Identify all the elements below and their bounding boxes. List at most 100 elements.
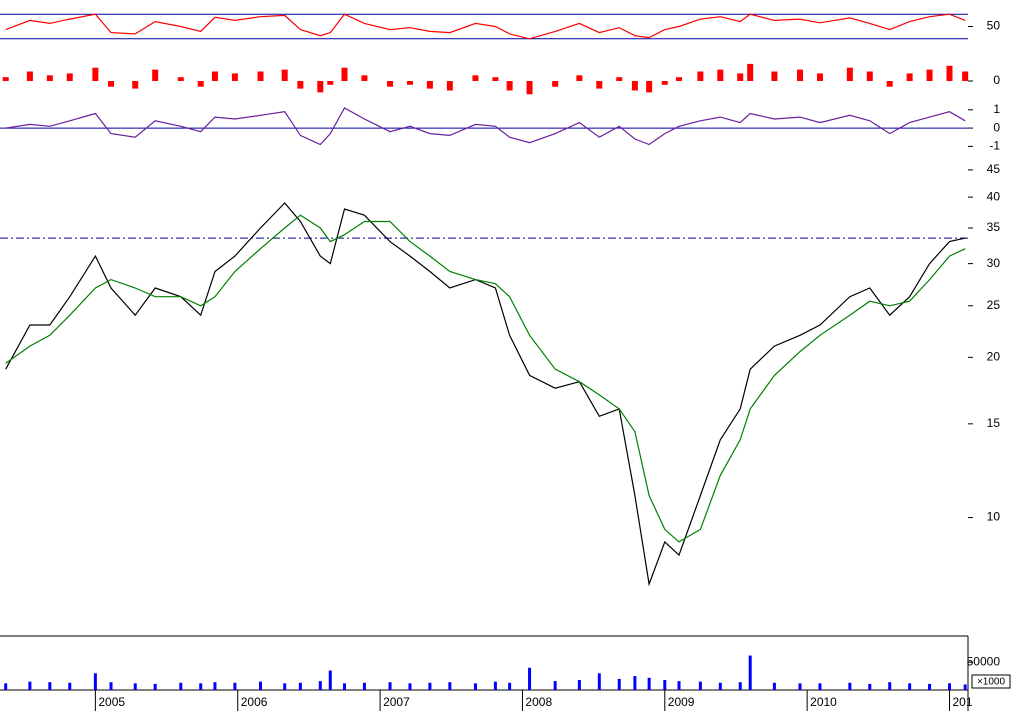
indicator-line xyxy=(5,107,966,146)
bar xyxy=(526,81,533,95)
bar xyxy=(259,681,263,690)
x-tick-label: 2008 xyxy=(525,695,552,709)
unit-box xyxy=(971,674,1011,689)
bar xyxy=(317,81,324,93)
bar xyxy=(771,71,778,81)
bar xyxy=(473,683,477,690)
bar xyxy=(553,681,557,690)
bar xyxy=(153,683,157,690)
x-tick-label: 2009 xyxy=(668,695,695,709)
bar xyxy=(552,81,559,87)
bar xyxy=(577,680,581,690)
bar xyxy=(231,73,238,81)
y-tick-label: 30 xyxy=(987,256,1001,270)
bar xyxy=(908,683,912,690)
bar xyxy=(472,75,479,81)
bar xyxy=(362,682,366,690)
bar xyxy=(798,683,802,690)
indicator-line xyxy=(5,13,966,40)
bar xyxy=(797,69,804,81)
bar xyxy=(108,81,115,87)
bar xyxy=(631,81,638,91)
x-tick-label: 201 xyxy=(952,695,972,709)
price-line xyxy=(5,214,966,543)
bar xyxy=(68,682,72,690)
bar xyxy=(617,678,621,690)
bar xyxy=(2,77,9,81)
bar xyxy=(597,673,601,690)
bar xyxy=(748,655,752,690)
bar xyxy=(963,684,967,690)
bar xyxy=(737,73,744,81)
x-tick-label: 2007 xyxy=(383,695,410,709)
bar xyxy=(426,81,433,89)
bar xyxy=(492,77,499,81)
bar xyxy=(868,683,872,690)
bar xyxy=(676,77,683,81)
bar xyxy=(388,682,392,690)
bar xyxy=(616,77,623,81)
bar xyxy=(179,682,183,690)
y-tick-label: -1 xyxy=(989,139,1000,153)
bar xyxy=(133,683,137,690)
y-tick-label: 45 xyxy=(987,162,1001,176)
y-tick-label: 40 xyxy=(987,189,1001,203)
bar xyxy=(848,682,852,690)
bar xyxy=(328,670,332,690)
bar xyxy=(46,75,53,81)
y-tick-label: 15 xyxy=(987,416,1001,430)
x-tick-label: 2005 xyxy=(98,695,125,709)
bar xyxy=(888,682,892,690)
bar xyxy=(281,69,288,81)
bar xyxy=(926,69,933,81)
bar xyxy=(446,81,453,91)
bar xyxy=(646,81,653,93)
bar xyxy=(661,81,668,85)
bar xyxy=(738,682,742,690)
y-tick-label: 35 xyxy=(987,220,1001,234)
bar xyxy=(26,71,33,81)
bar xyxy=(4,683,8,690)
bar xyxy=(906,73,913,81)
bar xyxy=(318,681,322,690)
bar xyxy=(361,75,368,81)
bar xyxy=(387,81,394,87)
y-tick-label: 0 xyxy=(993,73,1000,87)
bar xyxy=(28,681,32,690)
bar xyxy=(297,81,304,89)
bar xyxy=(66,73,73,81)
x-tick-label: 2010 xyxy=(810,695,837,709)
bar xyxy=(718,682,722,690)
bar xyxy=(93,673,97,690)
bar xyxy=(647,677,651,690)
bar xyxy=(211,71,218,81)
bar xyxy=(342,683,346,690)
y-tick-label: 0 xyxy=(993,120,1000,134)
bar xyxy=(408,683,412,690)
bar xyxy=(152,69,159,81)
bar xyxy=(886,81,893,87)
bar xyxy=(717,69,724,81)
bar xyxy=(428,682,432,690)
bar xyxy=(448,682,452,690)
bar xyxy=(48,682,52,690)
y-tick-label: 25 xyxy=(987,298,1001,312)
bar xyxy=(846,67,853,81)
bar xyxy=(946,65,953,81)
bar xyxy=(493,681,497,690)
bar xyxy=(406,81,413,85)
bar xyxy=(698,681,702,690)
bar xyxy=(213,682,217,690)
bar xyxy=(772,682,776,690)
bar xyxy=(866,71,873,81)
bar xyxy=(633,676,637,690)
bar xyxy=(283,683,287,690)
price-line xyxy=(5,202,966,587)
y-tick-label: 50000 xyxy=(967,654,1001,668)
y-tick-label: 10 xyxy=(987,510,1001,524)
y-tick-label: 50 xyxy=(987,19,1001,33)
bar xyxy=(233,682,237,690)
bar xyxy=(508,682,512,690)
bar xyxy=(816,73,823,81)
